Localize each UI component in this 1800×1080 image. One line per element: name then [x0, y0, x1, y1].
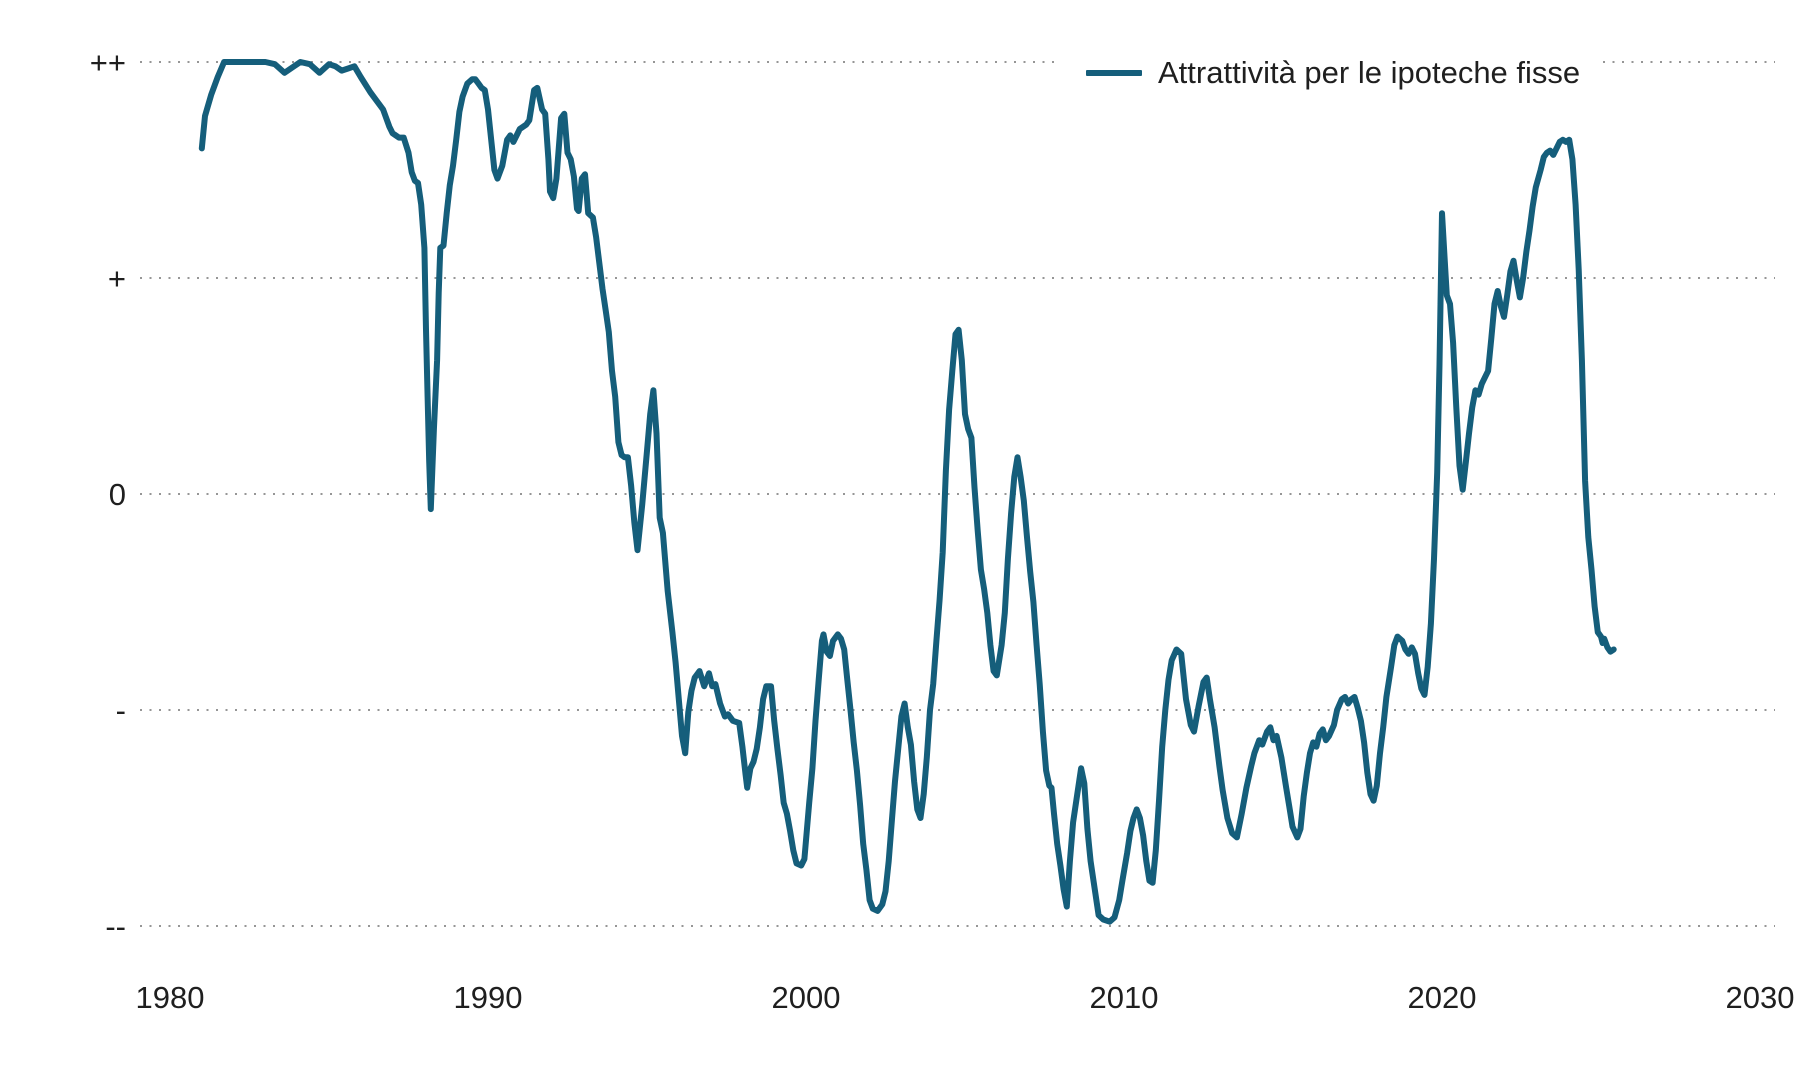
series-group [198, 59, 1617, 925]
y-tick-label-+: + [108, 261, 126, 296]
x-tick-label-1990: 1990 [454, 980, 523, 1015]
x-tick-label-2010: 2010 [1090, 980, 1159, 1015]
y-axis-tick-labels: +++0--- [90, 45, 126, 944]
legend: Attrattività per le ipoteche fisse [1058, 44, 1599, 102]
y-tick-label-++: ++ [90, 45, 126, 80]
x-axis-tick-labels: 1980 1990 2000 2010 2020 2030 [136, 980, 1795, 1015]
x-tick-label-2020: 2020 [1408, 980, 1477, 1015]
y-tick-label---: -- [105, 909, 126, 944]
y-tick-label-0: 0 [109, 477, 126, 512]
y-tick-label--: - [116, 693, 126, 728]
legend-label: Attrattività per le ipoteche fisse [1158, 55, 1581, 90]
x-tick-label-2030: 2030 [1726, 980, 1795, 1015]
legend-line-swatch [1086, 70, 1142, 76]
gridlines-group [140, 61, 1775, 927]
plot-line-attrattività-per-le-ipoteche-fisse [198, 59, 1617, 925]
x-tick-label-2000: 2000 [772, 980, 841, 1015]
x-tick-label-1980: 1980 [136, 980, 205, 1015]
